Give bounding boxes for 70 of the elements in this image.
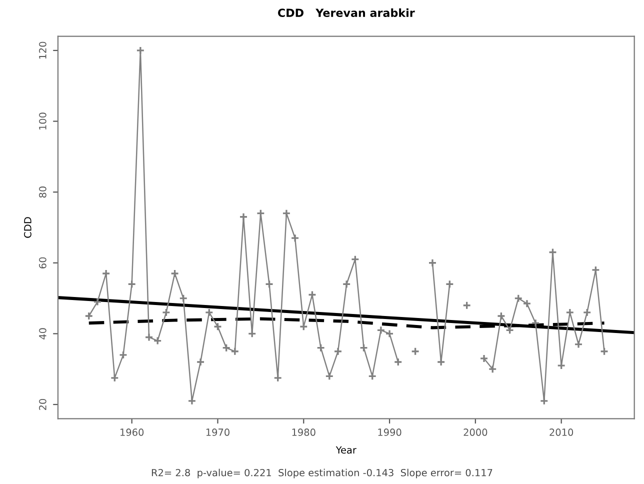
point bbox=[196, 358, 205, 366]
line-series bbox=[87, 317, 606, 330]
point bbox=[505, 326, 514, 334]
point bbox=[282, 209, 291, 218]
y-tick-label: 20 bbox=[39, 398, 46, 410]
point bbox=[368, 372, 377, 380]
chart-title: CDD Yerevan arabkir bbox=[278, 8, 415, 18]
point bbox=[230, 347, 240, 356]
point bbox=[488, 364, 497, 374]
point bbox=[436, 358, 446, 366]
y-tick-label: 40 bbox=[39, 328, 46, 340]
point bbox=[118, 350, 128, 360]
point bbox=[144, 332, 154, 342]
x-tick-label: 1970 bbox=[206, 428, 230, 436]
point bbox=[290, 234, 300, 242]
point bbox=[213, 322, 222, 331]
x-tick-label: 1990 bbox=[378, 428, 402, 436]
point bbox=[248, 329, 256, 338]
point bbox=[350, 255, 360, 264]
point bbox=[93, 298, 102, 306]
point bbox=[376, 326, 386, 334]
point bbox=[308, 290, 317, 300]
y-tick-label: 120 bbox=[39, 42, 46, 59]
point bbox=[102, 269, 110, 278]
x-tick-label: 2000 bbox=[464, 428, 488, 436]
x-tick-label: 2010 bbox=[550, 428, 574, 436]
point bbox=[299, 322, 308, 331]
point bbox=[153, 336, 162, 346]
y-tick-label: 60 bbox=[39, 257, 46, 268]
point bbox=[316, 344, 326, 352]
point bbox=[222, 344, 231, 352]
point bbox=[394, 358, 402, 366]
x-tick-label: 1960 bbox=[120, 428, 144, 436]
point bbox=[239, 212, 248, 222]
point bbox=[334, 347, 342, 356]
point bbox=[274, 374, 282, 382]
text: R2= 2.8 p-value= 0.221 Slope estimation -0.143 Slope error= 0.117 bbox=[152, 468, 492, 478]
point bbox=[480, 354, 488, 363]
point bbox=[548, 248, 558, 257]
point bbox=[428, 258, 437, 268]
point bbox=[110, 374, 119, 382]
point bbox=[574, 340, 583, 349]
point bbox=[170, 269, 180, 278]
point bbox=[325, 372, 334, 380]
x-axis-title: Year bbox=[336, 446, 356, 454]
point bbox=[514, 294, 523, 303]
point bbox=[359, 344, 368, 352]
y-tick-label: 80 bbox=[39, 186, 46, 198]
point bbox=[179, 294, 188, 303]
point bbox=[496, 312, 506, 320]
point bbox=[136, 46, 145, 55]
point bbox=[342, 280, 351, 288]
point bbox=[566, 308, 574, 317]
y-tick-label: 100 bbox=[39, 112, 46, 130]
point bbox=[188, 396, 196, 406]
point bbox=[264, 280, 274, 288]
y-axis-title: CDD bbox=[24, 217, 32, 238]
point bbox=[385, 329, 394, 338]
point bbox=[128, 280, 136, 288]
x-tick-label: 1980 bbox=[292, 428, 316, 436]
point bbox=[540, 396, 548, 406]
point bbox=[204, 308, 214, 317]
point bbox=[522, 299, 532, 308]
point bbox=[256, 209, 265, 218]
point bbox=[582, 308, 592, 317]
point bbox=[462, 301, 472, 310]
point bbox=[410, 347, 420, 356]
point bbox=[445, 280, 454, 288]
point bbox=[531, 318, 540, 328]
point bbox=[162, 308, 170, 317]
